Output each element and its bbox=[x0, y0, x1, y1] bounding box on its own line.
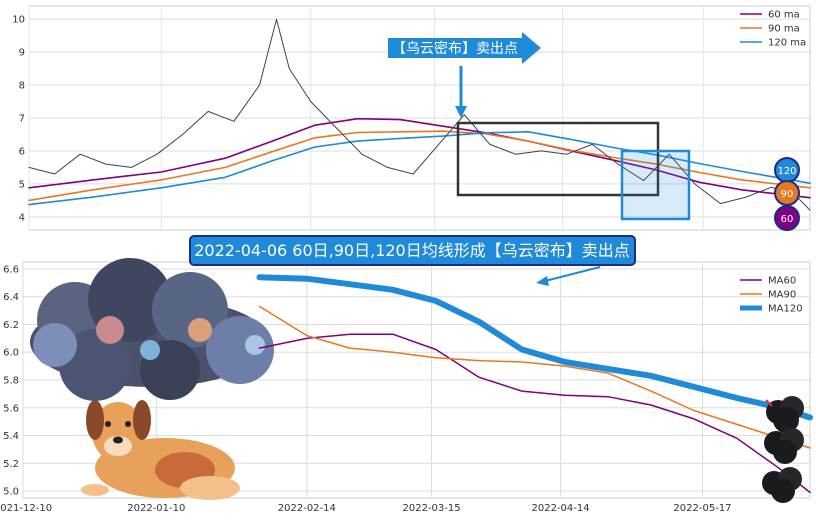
svg-text:60: 60 bbox=[781, 214, 794, 225]
storm-cloud-3 bbox=[762, 467, 802, 503]
top-annotation-text: 【乌云密布】卖出点 bbox=[392, 40, 518, 57]
y-tick-label: 10 bbox=[12, 15, 25, 26]
bottom-x-axis: 2021-12-10 2022-01-10 2022-02-14 2022-03-15… bbox=[0, 503, 732, 514]
legend-label: 120 ma bbox=[768, 38, 806, 49]
y-tick-label: 6.0 bbox=[3, 348, 19, 359]
circle-120: 120 bbox=[774, 157, 800, 183]
x-tick-label: 2022-03-15 bbox=[402, 503, 460, 514]
annotation-arrow-box bbox=[388, 32, 541, 64]
legend-label: MA120 bbox=[768, 304, 803, 315]
circle-60: 60 bbox=[774, 205, 800, 231]
price-chart-panel: 4 5 6 7 8 9 10 60 ma 90 ma 120 ma 【乌云密布】卖出点 120 … bbox=[12, 5, 811, 231]
series-ma60 bbox=[258, 333, 811, 494]
y-tick-label: 5.6 bbox=[3, 403, 19, 414]
top-legend: 60 ma 90 ma 120 ma bbox=[740, 10, 806, 49]
bottom-legend: MA60 MA90 MA120 bbox=[740, 276, 803, 315]
y-tick-label: 6.2 bbox=[3, 320, 19, 331]
x-tick-label: 2022-02-14 bbox=[278, 503, 336, 514]
y-tick-label: 5.0 bbox=[3, 487, 19, 498]
series-ma90 bbox=[258, 305, 811, 449]
y-tick-label: 4 bbox=[19, 212, 25, 223]
svg-text:120: 120 bbox=[777, 166, 796, 177]
legend-label: 60 ma bbox=[768, 10, 800, 21]
legend-label: MA90 bbox=[768, 290, 796, 301]
down-arrow-head bbox=[455, 106, 467, 118]
x-tick-label: 2021-12-10 bbox=[0, 503, 52, 514]
dark-highlight-box bbox=[456, 121, 660, 197]
ma-chart-panel: 5.05.25.45.65.86.06.26.46.6 2021-12-1020… bbox=[0, 258, 813, 514]
y-tick-label: 5.4 bbox=[3, 431, 19, 442]
y-tick-label: 9 bbox=[19, 48, 25, 59]
middle-arrow-shaft bbox=[544, 266, 601, 282]
legend-label: 90 ma bbox=[768, 24, 800, 35]
top-series-group bbox=[28, 18, 811, 211]
x-tick-label: 2022-04-14 bbox=[532, 503, 590, 514]
y-tick-label: 6.4 bbox=[3, 292, 19, 303]
y-tick-label: 5.8 bbox=[3, 376, 19, 387]
top-y-axis: 4 5 6 7 8 9 10 bbox=[12, 15, 25, 224]
y-tick-label: 6.6 bbox=[3, 264, 19, 275]
y-tick-label: 5.2 bbox=[3, 459, 19, 470]
bottom-y-axis: 5.0 5.2 5.4 5.6 5.8 6.0 6.2 6.4 6.6 bbox=[3, 264, 19, 497]
storm-cloud-2 bbox=[764, 428, 804, 464]
y-tick-label: 5 bbox=[19, 179, 25, 190]
y-tick-label: 7 bbox=[19, 114, 25, 125]
y-tick-label: 8 bbox=[19, 81, 25, 92]
series-ma120 bbox=[256, 274, 813, 421]
x-tick-label: 2022-05-17 bbox=[673, 503, 731, 514]
dark-cloud-illustration bbox=[30, 258, 274, 401]
y-tick-label: 6 bbox=[19, 146, 25, 157]
middle-annotation-box bbox=[189, 235, 636, 266]
middle-arrow-head bbox=[536, 276, 549, 286]
legend-label: MA60 bbox=[768, 276, 796, 287]
bottom-series-group bbox=[256, 274, 813, 494]
top-annotation: 【乌云密布】卖出点 bbox=[388, 32, 541, 64]
storm-cloud-1 bbox=[765, 396, 804, 433]
blue-highlight-box bbox=[620, 149, 691, 221]
x-tick-label: 2022-01-10 bbox=[127, 503, 185, 514]
middle-annotation: 2022-04-06 60日,90日,120日均线形成【乌云密布】卖出点 bbox=[189, 235, 636, 266]
middle-annotation-text: 2022-04-06 60日,90日,120日均线形成【乌云密布】卖出点 bbox=[194, 241, 630, 260]
svg-text:90: 90 bbox=[781, 189, 794, 200]
dog-illustration bbox=[81, 400, 240, 500]
circle-90: 90 bbox=[774, 180, 800, 206]
